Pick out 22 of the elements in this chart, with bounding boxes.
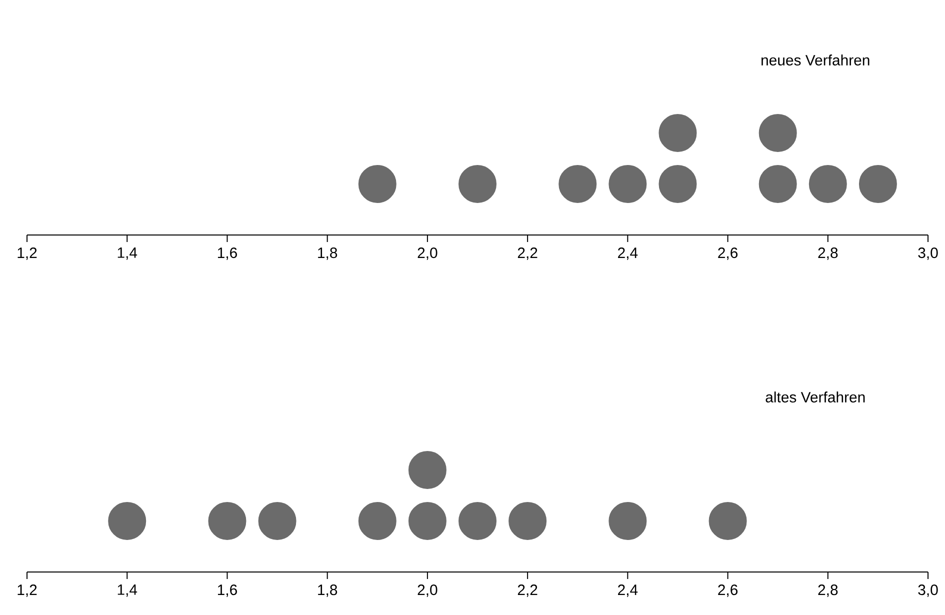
x-tick-label: 2,6: [718, 584, 738, 597]
chart-title: neues Verfahren: [762, 54, 870, 66]
x-tick-label: 1,4: [118, 248, 138, 260]
x-tick-label: 1,4: [118, 584, 138, 597]
x-tick-label: 3,0: [918, 248, 938, 260]
x-tick-label: 2,4: [618, 248, 638, 260]
x-tick-label: 2,6: [718, 248, 738, 260]
x-tick-label: 2,2: [518, 248, 538, 260]
x-tick-label: 2,8: [818, 584, 838, 597]
x-tick-label: 1,6: [218, 248, 237, 260]
x-tick-label: 2,0: [418, 584, 438, 597]
chart-title: altes Verfahren: [766, 392, 865, 402]
x-tick-label: 1,8: [318, 248, 338, 260]
x-tick-label: 2,2: [518, 584, 538, 597]
x-tick-label: 3,0: [918, 584, 938, 597]
x-tick-label: 1,2: [18, 248, 37, 260]
x-tick-label: 2,8: [818, 248, 838, 260]
x-tick-label: 1,2: [18, 584, 37, 597]
x-tick-label: 1,6: [218, 584, 237, 597]
x-tick-label: 1,8: [318, 584, 338, 597]
x-tick-label: 2,0: [418, 248, 438, 260]
x-tick-label: 2,4: [618, 584, 638, 597]
